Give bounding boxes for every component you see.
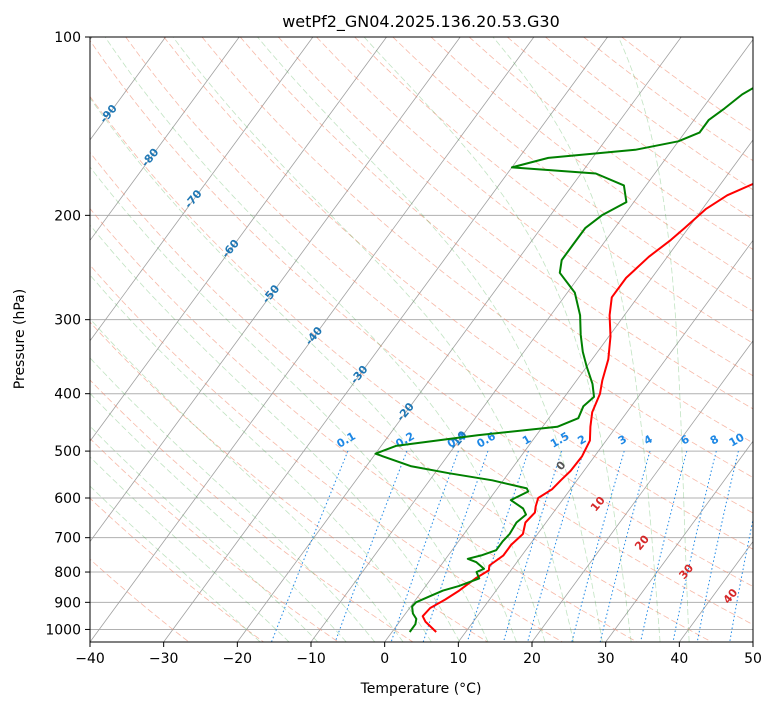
x-tick-label: −30 bbox=[149, 651, 179, 667]
x-tick-label: 0 bbox=[380, 651, 389, 667]
isotherm-line bbox=[90, 37, 314, 342]
x-tick-label: 40 bbox=[670, 651, 688, 667]
mixing-ratio-line bbox=[334, 450, 408, 642]
mixing-ratio-line bbox=[672, 450, 717, 642]
dry-adiabat-line bbox=[90, 95, 753, 626]
moist-adiabat-line bbox=[104, 37, 546, 642]
moist-adiabat-line bbox=[257, 37, 603, 642]
mixing-ratio-label: 13 bbox=[756, 431, 775, 450]
y-tick-label: 500 bbox=[54, 444, 81, 460]
series-lines bbox=[374, 87, 753, 633]
dry-adiabat-line bbox=[125, 37, 753, 550]
y-tick-label: 800 bbox=[54, 565, 81, 581]
isotherm-line bbox=[384, 139, 753, 642]
moist-adiabat-line bbox=[172, 37, 574, 642]
isotherm-line bbox=[90, 37, 387, 442]
dry-adiabat-line bbox=[90, 264, 563, 642]
dry-adiabat-line bbox=[392, 37, 753, 312]
mixing-ratio-line bbox=[754, 451, 775, 642]
moist-adiabat-line bbox=[90, 456, 290, 642]
x-tick-label: 10 bbox=[449, 651, 467, 667]
isotherm-line bbox=[310, 38, 753, 642]
isotherm-label: -100 bbox=[46, 64, 74, 94]
plot-area-background bbox=[90, 37, 753, 642]
chart-title: wetPf2_GN04.2025.136.20.53.G30 bbox=[282, 12, 560, 32]
dry-adiabat-line bbox=[90, 558, 190, 642]
moist-adiabat-line bbox=[90, 166, 489, 642]
moist-adiabat-line bbox=[90, 357, 376, 642]
x-tick-label: −20 bbox=[223, 651, 253, 667]
moist-adiabat-line bbox=[90, 392, 347, 642]
mixing-ratio-line bbox=[422, 450, 489, 642]
dry-adiabat-line bbox=[239, 37, 753, 444]
isotherm-line bbox=[90, 37, 535, 642]
isotherm-line bbox=[458, 239, 753, 642]
x-tick-label: 20 bbox=[523, 651, 541, 667]
y-axis-ticks: 100 200 300 400 500 600 700 800 900 1000 bbox=[45, 30, 90, 638]
dry-adiabat-line bbox=[90, 151, 712, 642]
dry-adiabat-line bbox=[316, 37, 753, 377]
isotherm-line bbox=[163, 37, 608, 642]
y-tick-label: 600 bbox=[54, 491, 81, 507]
moist-adiabat-line bbox=[90, 224, 461, 642]
dry-adiabat-line bbox=[90, 39, 753, 587]
moist-adiabat-line bbox=[90, 318, 404, 642]
isotherm-line bbox=[605, 440, 753, 642]
dry-adiabat-line bbox=[90, 379, 414, 642]
mixing-ratio-line bbox=[271, 450, 349, 642]
x-tick-label: 30 bbox=[597, 651, 615, 667]
y-tick-label: 400 bbox=[54, 387, 81, 403]
moist-adiabat-line bbox=[90, 485, 261, 642]
mixing-ratio-line bbox=[640, 450, 688, 642]
mixing-ratio-line bbox=[599, 450, 651, 642]
x-tick-label: 50 bbox=[744, 651, 762, 667]
mixing-ratio-line bbox=[503, 450, 563, 642]
dry-adiabat-line bbox=[163, 37, 753, 514]
y-tick-label: 100 bbox=[54, 30, 81, 46]
isotherm-line bbox=[90, 37, 240, 242]
x-tick-label: −40 bbox=[75, 651, 105, 667]
mixing-ratio-line bbox=[571, 450, 625, 642]
x-axis-ticks: −40 −30 −20 −10 0 10 20 30 40 50 bbox=[75, 642, 762, 667]
y-axis-label: Pressure (hPa) bbox=[12, 289, 28, 389]
isotherm-line bbox=[531, 340, 753, 642]
mixing-ratio-line bbox=[696, 450, 739, 642]
moist-adiabat-line bbox=[492, 37, 661, 642]
moist-adiabat-line bbox=[90, 425, 319, 642]
dry-adiabat-line bbox=[90, 497, 264, 642]
y-tick-label: 700 bbox=[54, 531, 81, 547]
isotherm-line bbox=[90, 37, 166, 141]
isotherm-line bbox=[752, 641, 753, 642]
temperature-profile-line bbox=[421, 182, 753, 633]
moist-adiabat-line bbox=[90, 97, 517, 642]
dewpoint-profile-line bbox=[374, 87, 753, 633]
mixing-ratio-line bbox=[527, 450, 585, 642]
y-tick-label: 200 bbox=[54, 208, 81, 224]
moist-adiabat-line bbox=[363, 37, 632, 642]
y-tick-label: 300 bbox=[54, 313, 81, 329]
y-tick-label: 1000 bbox=[45, 622, 81, 638]
plot-frame bbox=[89, 36, 754, 643]
dry-adiabat-line bbox=[278, 37, 753, 410]
moist-adiabat-line bbox=[618, 37, 690, 642]
dry-adiabat-line bbox=[201, 37, 753, 478]
moist-adiabat-line bbox=[90, 274, 432, 642]
y-tick-label: 900 bbox=[54, 595, 81, 611]
x-axis-label: Temperature (°C) bbox=[360, 681, 482, 697]
x-tick-label: −10 bbox=[296, 651, 326, 667]
dry-adiabat-line bbox=[354, 37, 753, 344]
